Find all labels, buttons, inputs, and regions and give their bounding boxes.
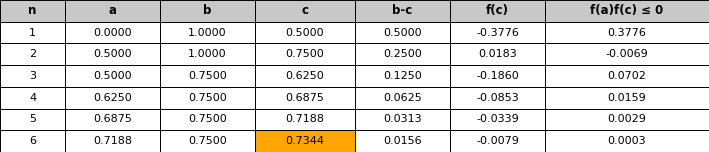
Text: 0.7500: 0.7500: [188, 93, 227, 103]
Text: 0.6875: 0.6875: [93, 114, 132, 124]
Text: 0.5000: 0.5000: [383, 28, 422, 38]
Bar: [255, 0, 355, 22]
Bar: [160, 43, 255, 65]
Bar: [355, 0, 450, 22]
Text: -0.0069: -0.0069: [605, 49, 648, 59]
Text: b-c: b-c: [392, 4, 413, 17]
Text: 0.0183: 0.0183: [478, 49, 517, 59]
Text: 1.0000: 1.0000: [188, 28, 227, 38]
Bar: [450, 65, 545, 87]
Bar: [255, 109, 355, 130]
Bar: [545, 109, 709, 130]
Bar: [255, 22, 355, 43]
Bar: [450, 130, 545, 152]
Bar: [450, 0, 545, 22]
Text: 0.7344: 0.7344: [286, 136, 325, 146]
Bar: [450, 87, 545, 109]
Bar: [255, 87, 355, 109]
Text: 0.0029: 0.0029: [608, 114, 647, 124]
Text: 1: 1: [29, 28, 36, 38]
Text: 0.0003: 0.0003: [608, 136, 647, 146]
Bar: [65, 22, 160, 43]
Bar: [545, 87, 709, 109]
Bar: [160, 0, 255, 22]
Text: 0.7188: 0.7188: [93, 136, 132, 146]
Bar: [255, 130, 355, 152]
Text: 0.0702: 0.0702: [608, 71, 647, 81]
Text: 4: 4: [29, 93, 36, 103]
Text: f(a)f(c) ≤ 0: f(a)f(c) ≤ 0: [591, 4, 664, 17]
Text: b: b: [203, 4, 212, 17]
Text: 3: 3: [29, 71, 36, 81]
Text: 0.1250: 0.1250: [383, 71, 422, 81]
Text: 0.0625: 0.0625: [383, 93, 422, 103]
Text: n: n: [28, 4, 37, 17]
Bar: [65, 130, 160, 152]
Text: 0.5000: 0.5000: [93, 71, 132, 81]
Bar: [355, 109, 450, 130]
Bar: [65, 65, 160, 87]
Bar: [355, 22, 450, 43]
Bar: [545, 130, 709, 152]
Bar: [545, 65, 709, 87]
Text: 0.5000: 0.5000: [286, 28, 324, 38]
Bar: [545, 22, 709, 43]
Text: -0.0079: -0.0079: [476, 136, 519, 146]
Bar: [450, 109, 545, 130]
Text: 0.7500: 0.7500: [188, 71, 227, 81]
Bar: [65, 87, 160, 109]
Bar: [255, 65, 355, 87]
Bar: [545, 43, 709, 65]
Text: 0.7188: 0.7188: [286, 114, 325, 124]
Text: 0.7500: 0.7500: [188, 114, 227, 124]
Text: f(c): f(c): [486, 4, 509, 17]
Text: 0.0156: 0.0156: [383, 136, 422, 146]
Text: 5: 5: [29, 114, 36, 124]
Bar: [160, 87, 255, 109]
Bar: [450, 22, 545, 43]
Text: -0.0339: -0.0339: [476, 114, 519, 124]
Text: -0.3776: -0.3776: [476, 28, 519, 38]
Text: 0.6250: 0.6250: [93, 93, 132, 103]
Bar: [0, 130, 65, 152]
Bar: [0, 87, 65, 109]
Bar: [0, 43, 65, 65]
Bar: [0, 65, 65, 87]
Text: c: c: [301, 4, 308, 17]
Text: 0.5000: 0.5000: [93, 49, 132, 59]
Bar: [160, 109, 255, 130]
Text: 0.7500: 0.7500: [286, 49, 325, 59]
Text: 0.3776: 0.3776: [608, 28, 647, 38]
Bar: [355, 43, 450, 65]
Bar: [0, 109, 65, 130]
Bar: [65, 109, 160, 130]
Text: 0.0000: 0.0000: [93, 28, 132, 38]
Text: a: a: [108, 4, 116, 17]
Bar: [160, 65, 255, 87]
Text: 2: 2: [29, 49, 36, 59]
Text: 6: 6: [29, 136, 36, 146]
Bar: [355, 87, 450, 109]
Bar: [355, 130, 450, 152]
Bar: [65, 0, 160, 22]
Bar: [545, 0, 709, 22]
Text: -0.0853: -0.0853: [476, 93, 519, 103]
Bar: [65, 43, 160, 65]
Bar: [160, 22, 255, 43]
Text: 0.0313: 0.0313: [383, 114, 422, 124]
Text: 0.0159: 0.0159: [608, 93, 647, 103]
Bar: [450, 43, 545, 65]
Text: -0.1860: -0.1860: [476, 71, 519, 81]
Text: 0.7500: 0.7500: [188, 136, 227, 146]
Bar: [255, 43, 355, 65]
Bar: [0, 22, 65, 43]
Text: 0.6875: 0.6875: [286, 93, 325, 103]
Bar: [0, 0, 65, 22]
Bar: [355, 65, 450, 87]
Bar: [160, 130, 255, 152]
Text: 0.2500: 0.2500: [383, 49, 422, 59]
Text: 1.0000: 1.0000: [188, 49, 227, 59]
Text: 0.6250: 0.6250: [286, 71, 325, 81]
